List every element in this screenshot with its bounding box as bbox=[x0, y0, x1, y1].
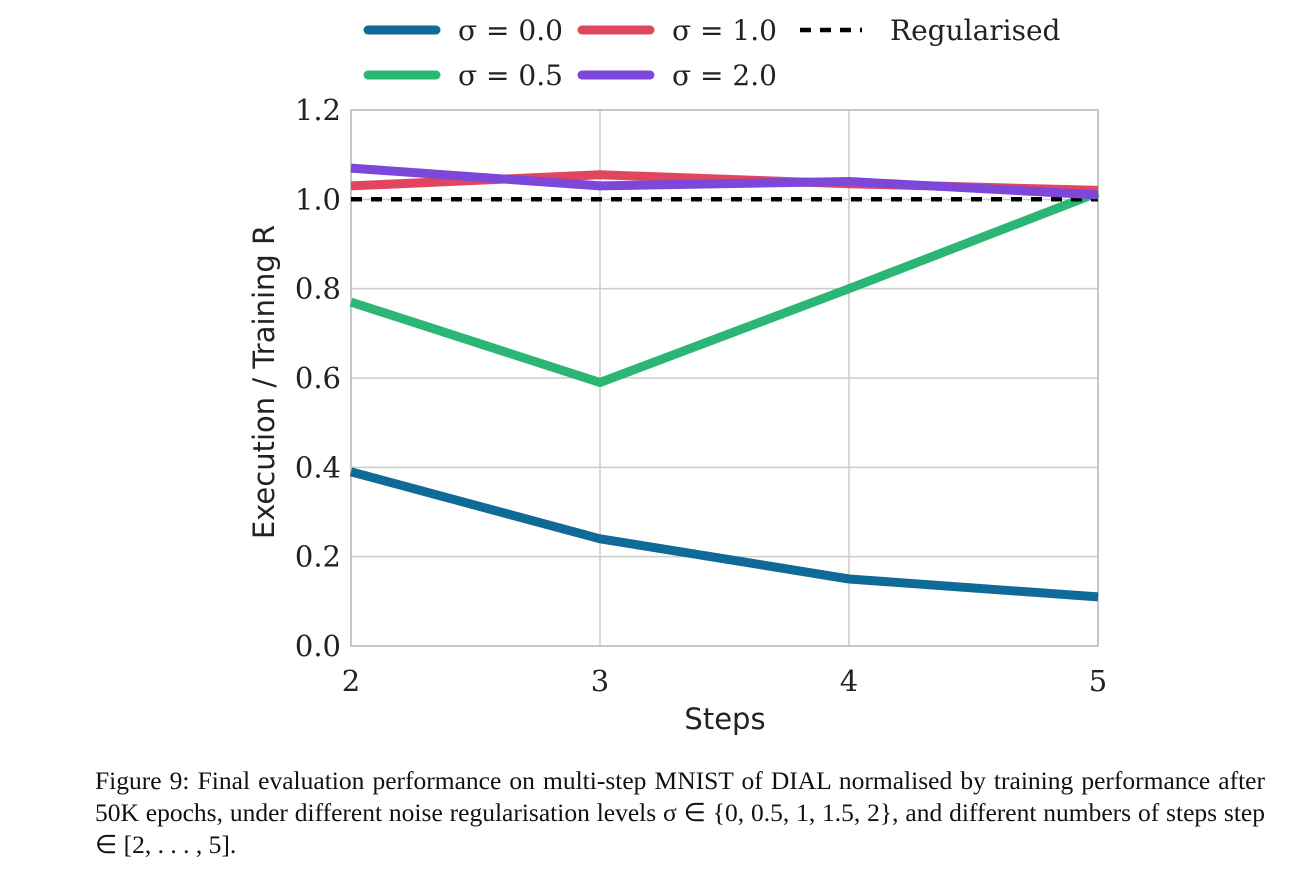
y-tick-label: 0.4 bbox=[295, 450, 341, 484]
plot-frame bbox=[350, 109, 1099, 647]
legend-label: σ = 2.0 bbox=[672, 59, 777, 92]
x-tick-label: 2 bbox=[342, 664, 360, 698]
legend-label: σ = 0.5 bbox=[458, 59, 563, 92]
legend-label: Regularised bbox=[890, 14, 1061, 47]
y-axis-label: Execution / Training R bbox=[247, 225, 281, 539]
series-lines bbox=[349, 163, 1100, 602]
y-tick-label: 1.0 bbox=[295, 182, 341, 216]
legend-entry: Regularised bbox=[800, 14, 1061, 47]
legend-label: σ = 1.0 bbox=[672, 14, 777, 47]
series-line--0-0 bbox=[349, 467, 1099, 602]
legend: σ = 0.0 σ = 1.0 Regularised σ = 0.5 σ = 2.0 bbox=[363, 14, 1061, 92]
y-tick-label: 0.2 bbox=[295, 540, 341, 574]
legend-entry: σ = 0.5 bbox=[363, 59, 563, 92]
legend-entry: σ = 2.0 bbox=[577, 59, 777, 92]
legend-entry: σ = 1.0 bbox=[577, 14, 777, 47]
x-tick-label: 4 bbox=[840, 664, 858, 698]
plot-border bbox=[350, 109, 1099, 647]
series-line--0-5 bbox=[349, 188, 1100, 387]
x-tick-label: 3 bbox=[591, 664, 609, 698]
y-tick-label: 1.2 bbox=[295, 93, 341, 127]
legend-entry: σ = 0.0 bbox=[363, 14, 563, 47]
y-tick-label: 0.0 bbox=[295, 629, 341, 663]
x-tick-label: 5 bbox=[1089, 664, 1107, 698]
figure-caption: Figure 9: Final evaluation performance o… bbox=[95, 766, 1265, 859]
x-tick-labels: 2 3 4 5 bbox=[342, 664, 1107, 698]
y-tick-label: 0.8 bbox=[295, 272, 341, 306]
series-line--2-0 bbox=[350, 163, 1099, 200]
y-tick-label: 0.6 bbox=[295, 361, 341, 395]
y-tick-labels: 0.0 0.2 0.4 0.6 0.8 1.0 1.2 bbox=[295, 93, 341, 663]
x-axis-label: Steps bbox=[684, 702, 765, 736]
legend-label: σ = 0.0 bbox=[458, 14, 563, 47]
